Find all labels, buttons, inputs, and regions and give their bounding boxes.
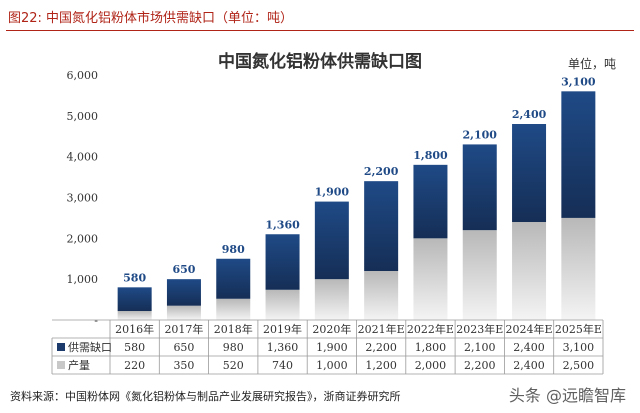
unit-label: 单位，吨 — [567, 57, 616, 71]
figure-caption: 图22: 中国氮化铝粉体市场供需缺口（单位：吨） — [8, 11, 294, 26]
bar-production — [265, 289, 300, 320]
table-cell: 2,200 — [365, 341, 397, 354]
category-label: 2024年E — [506, 322, 553, 336]
table-cell: 650 — [173, 341, 194, 354]
table-row-header: 产量 — [68, 358, 90, 372]
bar-production — [512, 222, 547, 320]
table-cell: 2,400 — [513, 359, 545, 372]
table-cell: 1,000 — [316, 359, 348, 372]
bar-production — [462, 230, 497, 320]
table-cell: 1,200 — [365, 359, 397, 372]
y-tick-label: 5,000 — [67, 110, 99, 123]
data-label: 2,400 — [512, 108, 547, 121]
table-cell: 220 — [124, 359, 145, 372]
y-tick-label: 2,000 — [67, 232, 99, 245]
y-tick-label: 3,000 — [67, 192, 99, 205]
category-label: 2020年 — [312, 322, 351, 336]
bar-production — [561, 217, 596, 320]
category-label: 2017年 — [164, 322, 203, 336]
table-cell: 740 — [272, 359, 293, 372]
category-label: 2021年E — [358, 322, 405, 336]
data-label: 980 — [222, 243, 245, 256]
table-cell: 2,000 — [415, 359, 447, 372]
bar-supply-gap — [117, 287, 152, 312]
figure-header: 图22: 中国氮化铝粉体市场供需缺口（单位：吨） — [6, 4, 634, 31]
legend-key — [57, 361, 65, 369]
bar-supply-gap — [364, 181, 399, 271]
category-label: 2025年E — [555, 322, 602, 336]
legend-key — [57, 343, 65, 351]
bar-production — [216, 298, 251, 320]
table-cell: 2,200 — [464, 359, 496, 372]
source-note: 资料来源：中国粉体网《氮化铝粉体与制品产业发展研究报告》，浙商证券研究所 — [10, 390, 401, 403]
bar-supply-gap — [512, 124, 547, 222]
data-label: 1,800 — [413, 149, 448, 162]
data-label: 580 — [123, 271, 146, 284]
bar-supply-gap — [265, 234, 300, 290]
data-label: 3,100 — [561, 75, 596, 88]
table-cell: 520 — [223, 359, 244, 372]
bar-supply-gap — [561, 91, 596, 218]
chart-title: 中国氮化铝粉体供需缺口图 — [218, 52, 422, 72]
table-cell: 980 — [223, 341, 244, 354]
bar-supply-gap — [166, 279, 201, 306]
table-cell: 1,800 — [415, 341, 447, 354]
bar-production — [413, 238, 448, 320]
table-cell: 1,360 — [267, 341, 299, 354]
data-label: 1,900 — [315, 186, 350, 199]
y-tick-label: 6,000 — [67, 69, 99, 82]
bar-production — [314, 279, 349, 320]
category-label: 2019年 — [263, 322, 302, 336]
category-label: 2018年 — [214, 322, 253, 336]
y-tick-label: 4,000 — [67, 151, 99, 164]
bar-production — [364, 271, 399, 320]
bar-supply-gap — [216, 258, 251, 299]
data-label: 2,200 — [364, 165, 399, 178]
data-label: 650 — [172, 263, 195, 276]
bar-supply-gap — [314, 201, 349, 280]
table-cell: 2,400 — [513, 341, 545, 354]
watermark: 头条 @远瞻智库 — [508, 386, 626, 405]
bar-supply-gap — [413, 164, 448, 239]
category-label: 2016年 — [115, 322, 154, 336]
table-cell: 3,100 — [563, 341, 595, 354]
category-label: 2022年E — [407, 322, 454, 336]
table-cell: 2,100 — [464, 341, 496, 354]
bar-supply-gap — [462, 144, 497, 231]
table-cell: 1,900 — [316, 341, 348, 354]
table-cell: 350 — [173, 359, 194, 372]
table-cell: 580 — [124, 341, 145, 354]
bar-production — [166, 305, 201, 320]
data-label: 1,360 — [265, 218, 300, 231]
data-label: 2,100 — [463, 128, 498, 141]
y-tick-label: 1,000 — [67, 273, 99, 286]
category-label: 2023年E — [456, 322, 503, 336]
table-row-header: 供需缺口 — [68, 340, 112, 354]
table-cell: 2,500 — [563, 359, 595, 372]
y-tick-label: - — [94, 314, 98, 327]
bar-production — [117, 311, 152, 320]
